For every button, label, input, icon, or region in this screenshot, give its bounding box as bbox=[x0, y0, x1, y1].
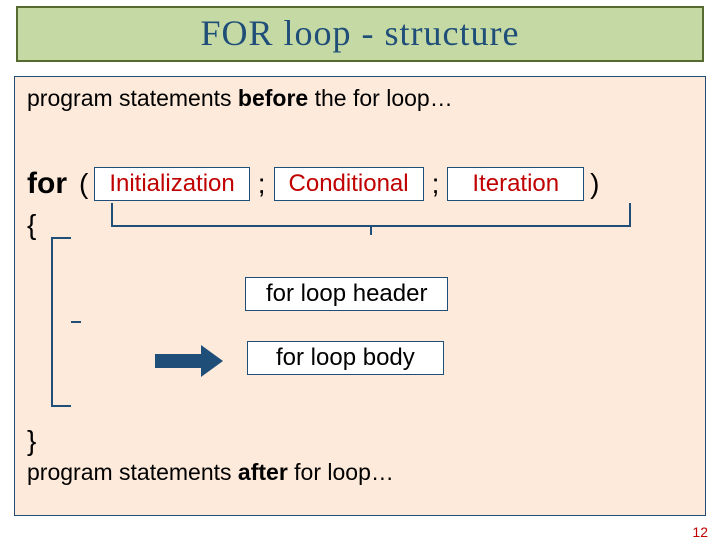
after-bold: after bbox=[238, 459, 288, 485]
before-prefix: program statements bbox=[27, 85, 238, 111]
box-initialization: Initialization bbox=[94, 167, 249, 201]
before-suffix: the for loop… bbox=[308, 85, 452, 111]
open-paren: ( bbox=[79, 168, 88, 200]
arrow-icon bbox=[155, 345, 223, 377]
bracket-tip bbox=[370, 225, 372, 235]
semicolon-2: ; bbox=[432, 168, 440, 200]
for-header-row: for ( Initialization ; Conditional ; Ite… bbox=[27, 167, 605, 201]
arrow-head bbox=[201, 345, 223, 377]
text-after-loop: program statements after for loop… bbox=[27, 459, 394, 486]
slide-title: FOR loop - structure bbox=[16, 6, 704, 62]
box-iteration: Iteration bbox=[447, 167, 584, 201]
page-number: 12 bbox=[692, 524, 708, 540]
for-keyword: for bbox=[27, 167, 67, 201]
arrow-shaft bbox=[155, 354, 201, 368]
text-before-loop: program statements before the for loop… bbox=[27, 85, 453, 112]
close-paren: ) bbox=[590, 168, 599, 200]
content-panel: program statements before the for loop… … bbox=[14, 76, 706, 516]
bracket-tip-v bbox=[71, 321, 81, 323]
after-suffix: for loop… bbox=[288, 459, 394, 485]
before-bold: before bbox=[238, 85, 308, 111]
box-conditional: Conditional bbox=[274, 167, 424, 201]
after-prefix: program statements bbox=[27, 459, 238, 485]
semicolon-1: ; bbox=[258, 168, 266, 200]
close-brace: } bbox=[27, 425, 36, 457]
label-for-loop-header: for loop header bbox=[245, 277, 448, 311]
body-bracket bbox=[51, 237, 71, 407]
open-brace: { bbox=[27, 209, 36, 241]
header-bracket bbox=[111, 203, 631, 227]
label-for-loop-body: for loop body bbox=[247, 341, 444, 375]
